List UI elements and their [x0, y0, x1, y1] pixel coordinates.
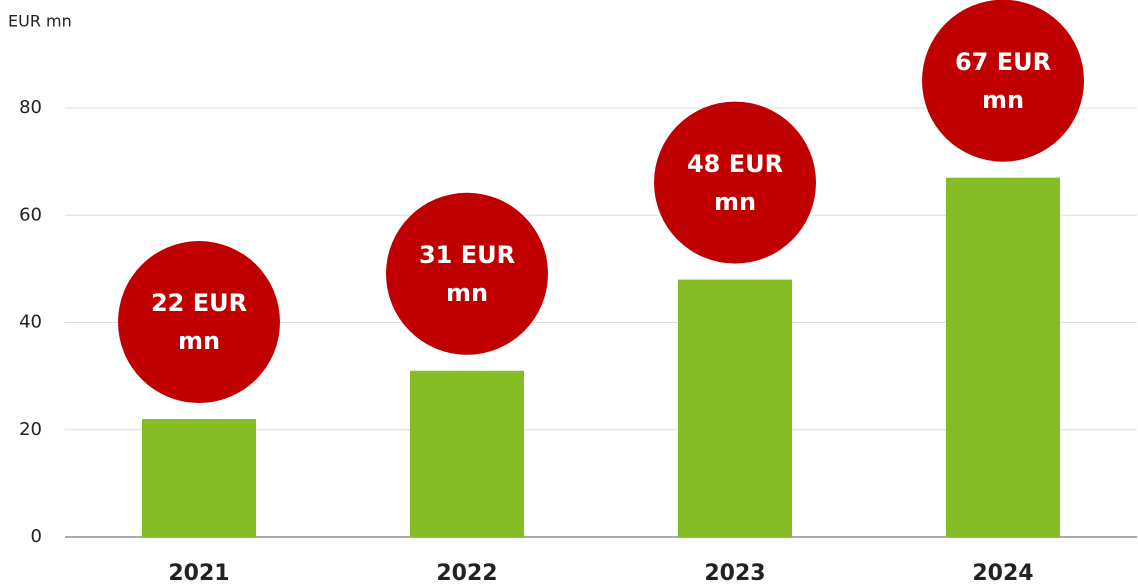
- bar: [678, 279, 792, 537]
- x-tick-label: 2021: [168, 561, 229, 586]
- y-tick-label: 60: [19, 204, 42, 225]
- value-badge: [386, 192, 548, 355]
- value-label: 67 EUR mn: [954, 47, 1052, 114]
- x-tick-label: 2024: [972, 561, 1033, 586]
- value-badge: [118, 241, 280, 404]
- y-tick-label: 40: [19, 312, 42, 333]
- y-tick-label: 80: [19, 97, 42, 118]
- x-tick-label: 2023: [704, 561, 765, 586]
- value-label: 22 EUR mn: [150, 289, 248, 356]
- value-label: 48 EUR mn: [686, 149, 784, 216]
- bar: [946, 177, 1060, 537]
- value-badge: [654, 101, 816, 264]
- value-label: 31 EUR mn: [418, 240, 516, 307]
- y-tick-label: 20: [19, 419, 42, 440]
- y-axis-label: EUR mn: [8, 12, 72, 31]
- x-tick-label: 2022: [436, 561, 497, 586]
- value-badge: [922, 0, 1084, 162]
- bar: [410, 370, 524, 537]
- y-tick-label: 0: [31, 526, 42, 547]
- bar: [142, 419, 256, 537]
